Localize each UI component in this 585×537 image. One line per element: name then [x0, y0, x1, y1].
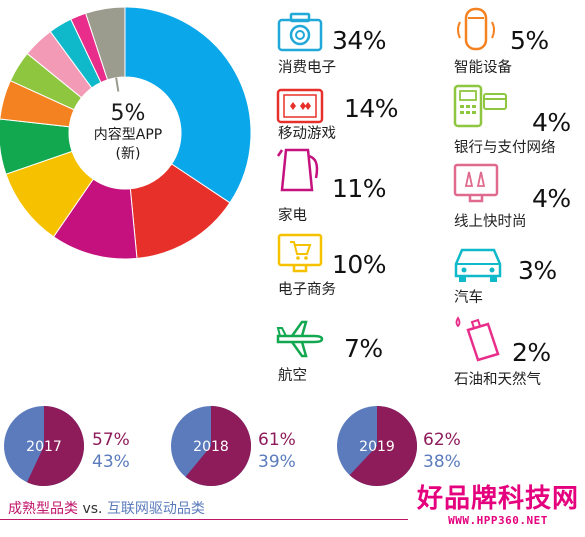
donut-pointer-line [115, 77, 120, 92]
pie-mature-slice-2019 [349, 406, 417, 486]
airplane-icon [276, 320, 324, 358]
year-pie-2018: 2018 [171, 406, 252, 486]
name-home-appliances: 家电 [278, 208, 307, 224]
legend-internet: 互联网驱动品类 [106, 501, 205, 517]
footer-divider [0, 519, 408, 520]
name-aviation: 航空 [278, 368, 307, 384]
mature-pct-2019: 62% [423, 430, 461, 450]
center-line1: 内容型APP [93, 127, 163, 143]
name-oil-gas: 石油和天然气 [454, 372, 541, 388]
pct-ecommerce: 10% [332, 250, 387, 279]
camera-icon [277, 12, 323, 52]
pct-mobile-games: 14% [344, 94, 399, 123]
watermark: 好品牌科技网 WWW.HPP360.NET [413, 484, 583, 527]
name-mobile-games: 移动游戏 [278, 126, 336, 142]
cart-screen-icon [277, 233, 323, 273]
pct-banking-payments: 4% [532, 108, 571, 137]
legend-mature: 成熟型品类 [8, 501, 78, 517]
name-smart-devices: 智能设备 [454, 60, 512, 76]
name-consumer-electronics: 消费电子 [278, 60, 336, 76]
name-banking-payments: 银行与支付网络 [454, 140, 556, 156]
pct-fast-fashion: 4% [532, 184, 571, 213]
fashion-screen-icon [453, 163, 499, 203]
pct-automotive: 3% [518, 256, 557, 285]
pct-smart-devices: 5% [510, 26, 549, 55]
center-value: 5% [110, 101, 146, 126]
year-pct-2019: 62% 38% [423, 429, 461, 473]
name-fast-fashion: 线上快时尚 [454, 214, 527, 230]
internet-pct-2019: 38% [423, 452, 461, 472]
car-icon [454, 248, 502, 282]
footer-legend: 成熟型品类 vs. 互联网驱动品类 [8, 498, 205, 518]
category-donut-chart [0, 6, 252, 260]
year-pct-2017: 57% 43% [92, 429, 130, 473]
mature-pct-2017: 57% [92, 430, 130, 450]
year-pie-2017: 2017 [4, 406, 84, 486]
pie-mature-slice-2017 [26, 406, 84, 486]
oil-can-icon [455, 316, 500, 362]
donut-slice-10 [85, 6, 126, 81]
internet-pct-2018: 39% [258, 452, 296, 472]
game-phone-icon [276, 88, 324, 124]
pct-consumer-electronics: 34% [332, 26, 387, 55]
pct-aviation: 7% [344, 334, 383, 363]
name-automotive: 汽车 [454, 290, 483, 306]
legend-vs: vs. [78, 501, 107, 517]
year-pct-2018: 61% 39% [258, 429, 296, 473]
center-line2: (新) [115, 146, 141, 162]
pos-card-icon [453, 84, 507, 128]
pie-year-label-2019: 2019 [359, 439, 395, 455]
donut-center-label: 5% 内容型APP (新) [68, 102, 188, 164]
internet-pct-2017: 43% [92, 452, 130, 472]
pie-year-label-2017: 2017 [26, 439, 62, 455]
name-ecommerce: 电子商务 [278, 282, 336, 298]
pct-home-appliances: 11% [332, 174, 387, 203]
donut-slice-0 [124, 6, 252, 204]
year-pie-2019: 2019 [337, 406, 417, 486]
pie-mature-slice-2018 [185, 406, 252, 486]
mature-pct-2018: 61% [258, 430, 296, 450]
watermark-url: WWW.HPP360.NET [448, 514, 548, 527]
smart-speaker-icon [457, 7, 495, 51]
watermark-title: 好品牌科技网 [416, 484, 579, 514]
pie-year-label-2018: 2018 [193, 439, 229, 455]
donut-slice-4 [0, 118, 73, 175]
kettle-icon [276, 148, 319, 192]
pct-oil-gas: 2% [512, 338, 551, 367]
